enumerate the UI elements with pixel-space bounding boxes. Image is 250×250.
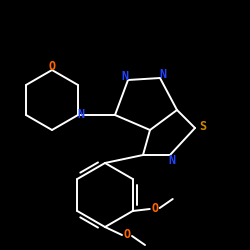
Text: N: N <box>122 70 128 84</box>
Text: N: N <box>78 108 84 122</box>
Text: S: S <box>200 120 206 132</box>
Text: N: N <box>168 154 175 166</box>
Text: N: N <box>160 68 166 82</box>
Text: O: O <box>151 202 158 215</box>
Text: O: O <box>48 60 56 72</box>
Text: O: O <box>124 228 130 241</box>
